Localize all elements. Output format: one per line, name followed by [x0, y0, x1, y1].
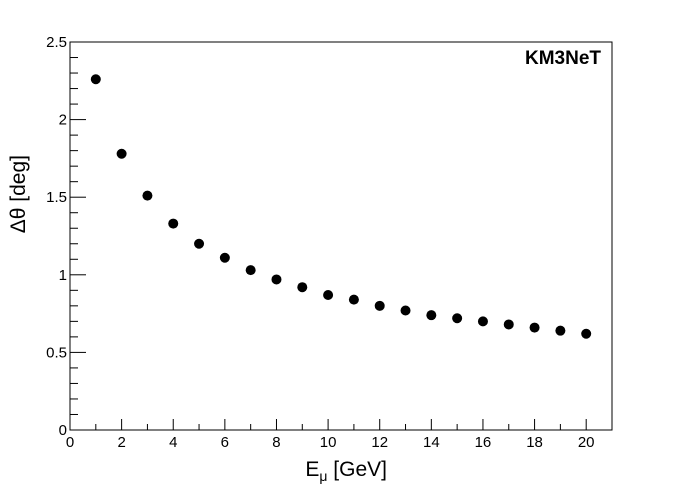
x-tick-labels: 0 2 4 6 8 10 12 14 16 18 20	[66, 434, 595, 451]
data-point	[555, 325, 566, 336]
data-point	[477, 316, 488, 327]
data-point	[426, 310, 437, 321]
x-tick-label: 14	[423, 434, 440, 451]
data-point	[452, 313, 463, 324]
x-axis-title-unit: [GeV]	[327, 458, 387, 481]
y-tick-label: 2	[59, 112, 67, 129]
data-point	[297, 282, 308, 293]
x-tick-label: 6	[221, 434, 229, 451]
data-point	[529, 322, 540, 333]
data-point	[374, 300, 385, 311]
y-tick-label: 0	[59, 422, 67, 439]
data-point	[581, 328, 592, 339]
x-axis-title-main: E	[305, 458, 319, 481]
x-tick-label: 2	[117, 434, 125, 451]
data-point	[323, 289, 334, 300]
data-point	[168, 218, 179, 229]
x-tick-label: 16	[475, 434, 492, 451]
y-tick-label: 0.5	[46, 344, 67, 361]
x-tick-label: 18	[526, 434, 543, 451]
data-point	[116, 148, 127, 159]
x-axis-title: Eμ [GeV]	[305, 458, 387, 484]
y-tick-labels: 0 0.5 1 1.5 2 2.5	[46, 34, 67, 439]
experiment-label: KM3NeT	[525, 48, 601, 69]
data-point	[90, 74, 101, 85]
y-axis-title: Δθ [deg]	[7, 155, 30, 233]
y-tick-label: 1.5	[46, 189, 67, 206]
x-tick-label: 8	[272, 434, 280, 451]
x-tick-label: 12	[371, 434, 388, 451]
plot-frame	[69, 41, 613, 431]
axis-ticks	[69, 41, 587, 431]
data-point	[400, 305, 411, 316]
data-point	[219, 252, 230, 263]
data-point	[194, 238, 205, 249]
y-tick-label: 1	[59, 267, 67, 284]
data-point	[348, 294, 359, 305]
data-point	[245, 265, 256, 276]
data-point	[503, 319, 514, 330]
x-tick-label: 0	[66, 434, 74, 451]
x-tick-label: 10	[320, 434, 337, 451]
y-tick-label: 2.5	[46, 34, 67, 51]
x-tick-label: 4	[169, 434, 177, 451]
data-point	[271, 274, 282, 285]
x-axis-title-subscript: μ	[319, 468, 327, 484]
data-points	[90, 74, 592, 339]
data-point	[142, 190, 153, 201]
x-tick-label: 20	[578, 434, 595, 451]
